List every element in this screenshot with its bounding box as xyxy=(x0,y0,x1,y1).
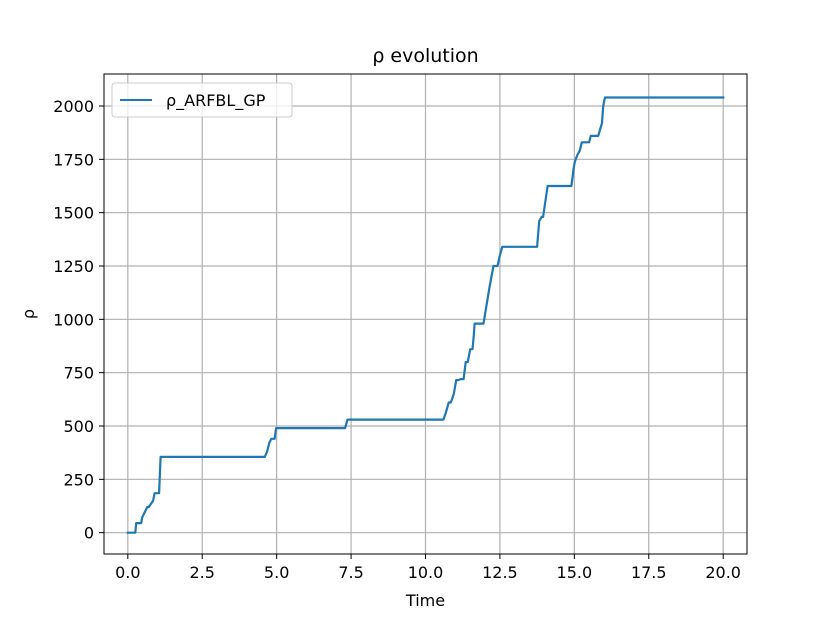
x-tick-label: 5.0 xyxy=(264,563,289,582)
x-tick-label: 7.5 xyxy=(338,563,363,582)
x-tick-label: 10.0 xyxy=(408,563,444,582)
x-tick-label: 0.0 xyxy=(115,563,140,582)
y-tick-label: 1750 xyxy=(53,150,94,169)
grid-lines xyxy=(104,74,747,554)
x-tick-label: 12.5 xyxy=(482,563,518,582)
y-axis-ticks: 0 250 500 750 1000 1250 1500 1750 2000 xyxy=(53,97,104,543)
legend-label: ρ_ARFBL_GP xyxy=(166,91,266,111)
x-tick-label: 2.5 xyxy=(190,563,215,582)
series-line xyxy=(126,96,725,534)
x-tick-label: 17.5 xyxy=(631,563,667,582)
y-tick-label: 500 xyxy=(63,417,94,436)
chart-title: ρ evolution xyxy=(372,45,478,67)
y-tick-label: 750 xyxy=(63,364,94,383)
legend-box xyxy=(111,82,293,118)
y-tick-label: 1250 xyxy=(53,257,94,276)
y-tick-label: 2000 xyxy=(53,97,94,116)
plot-area: 0.0 2.5 5.0 7.5 10.0 12.5 15.0 17.5 20.0 0 250 500… xyxy=(53,73,748,582)
series-layer xyxy=(126,96,725,534)
x-axis-ticks: 0.0 2.5 5.0 7.5 10.0 12.5 15.0 17.5 20.0 xyxy=(115,554,741,582)
y-tick-label: 250 xyxy=(63,470,94,489)
legend: ρ_ARFBL_GP xyxy=(111,82,293,118)
x-tick-label: 15.0 xyxy=(557,563,593,582)
x-tick-label: 20.0 xyxy=(705,563,741,582)
y-tick-label: 0 xyxy=(84,524,94,543)
y-tick-label: 1000 xyxy=(53,310,94,329)
y-tick-label: 1500 xyxy=(53,204,94,223)
y-axis-label: ρ xyxy=(19,309,38,319)
x-axis-label: Time xyxy=(405,591,445,610)
